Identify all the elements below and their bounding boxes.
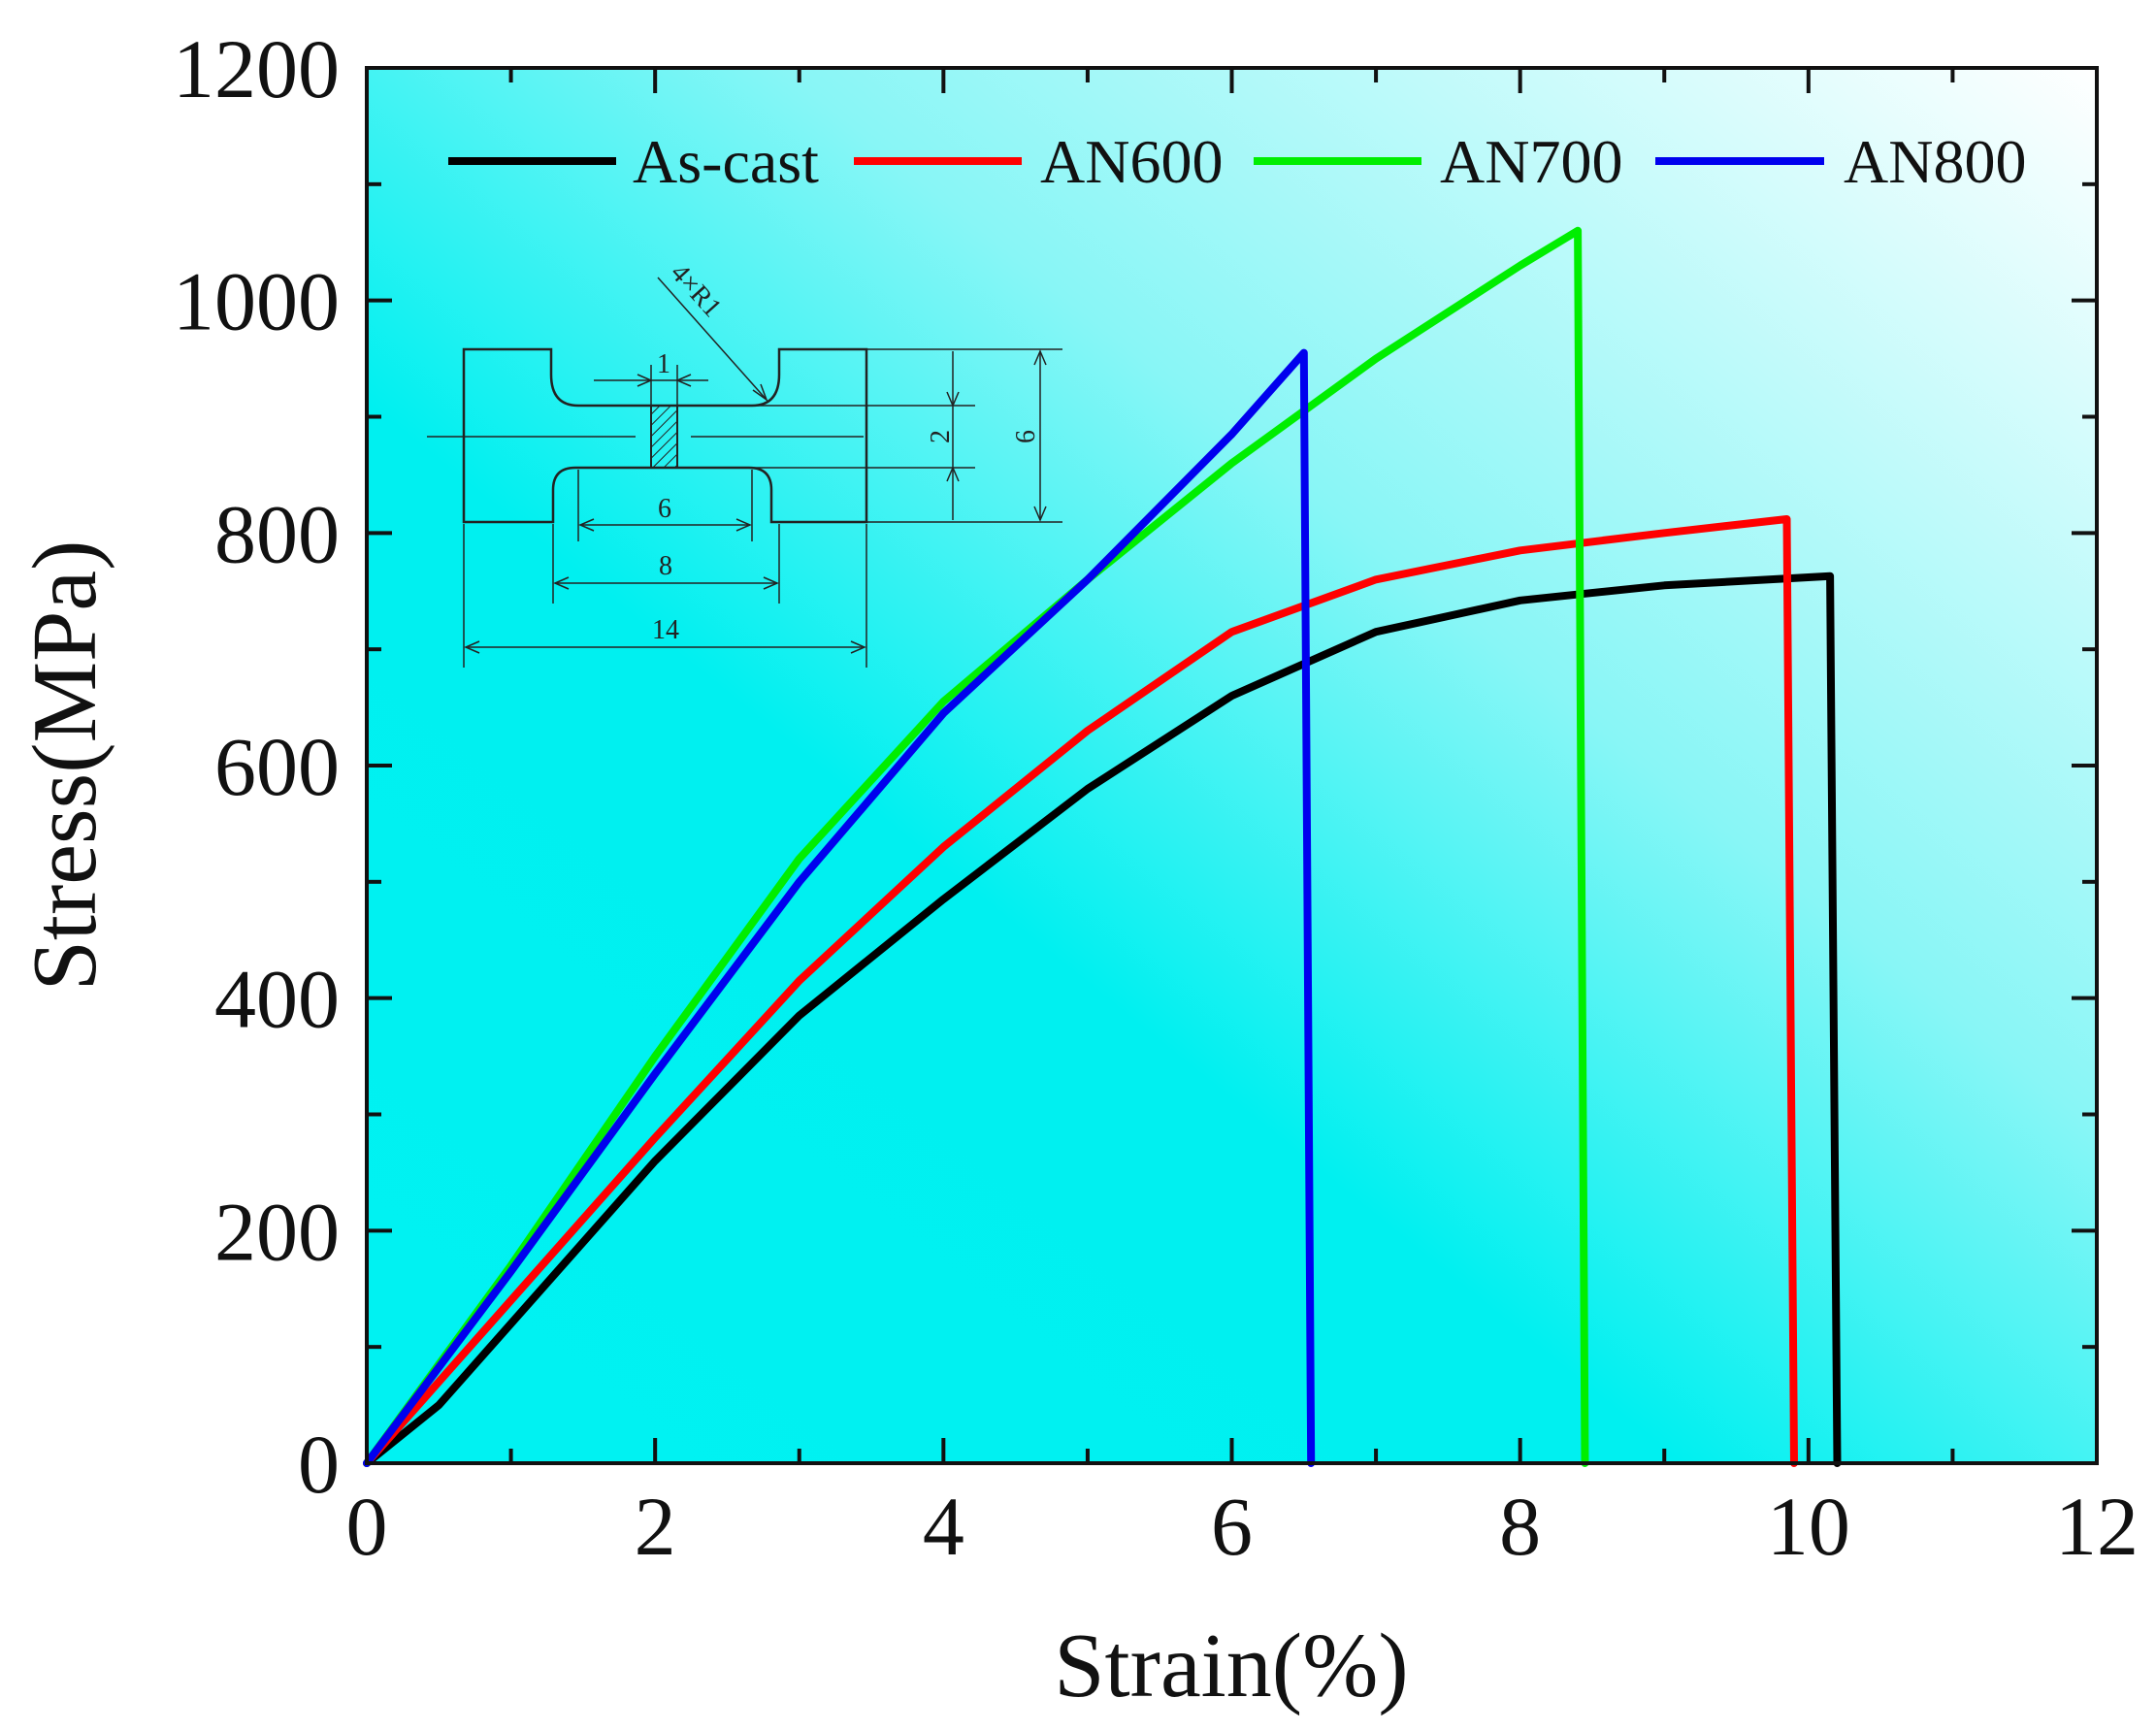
y-tick-label: 0 [298, 1418, 340, 1511]
x-tick-label: 12 [2055, 1480, 2139, 1573]
inset-label-gauge-height: 2 [926, 430, 956, 443]
plot-area [367, 68, 2097, 1463]
inset-label-total-height: 6 [1011, 430, 1041, 443]
y-tick-label: 200 [214, 1185, 340, 1278]
inset-label-gauge-width: 1 [657, 349, 670, 379]
x-tick-label: 0 [346, 1480, 388, 1573]
legend-label-an600: AN600 [1040, 127, 1223, 196]
series-line-an800 [363, 348, 1316, 1467]
x-tick-label: 8 [1499, 1480, 1541, 1573]
legend-label-an800: AN800 [1844, 127, 2026, 196]
x-tick-label: 6 [1211, 1480, 1253, 1573]
inset-label-total-length: 14 [652, 615, 679, 645]
series-line-as-cast [363, 572, 1842, 1467]
series-line-an600 [363, 515, 1798, 1467]
inset-label-gauge-length: 6 [658, 494, 671, 524]
radius-leader [657, 277, 768, 401]
dimension-arrow [553, 576, 779, 590]
y-tick-label: 800 [214, 487, 340, 580]
y-tick-label: 1200 [173, 22, 340, 115]
inset-label-shoulder-length: 8 [659, 551, 672, 581]
curves-layer [363, 226, 1842, 1467]
ticks-layer [365, 66, 2099, 1465]
y-tick-labels: 0 200 400 600 800 1000 1200 [173, 22, 340, 1511]
legend-label-as-cast: As-cast [633, 127, 819, 196]
y-tick-label: 400 [214, 953, 340, 1046]
x-tick-labels: 0 2 4 6 8 10 12 [346, 1480, 2140, 1573]
y-tick-label: 600 [214, 720, 340, 813]
x-axis-title: Strain(%) [1054, 1616, 1408, 1716]
dimension-arrow [464, 640, 866, 654]
x-tick-label: 10 [1767, 1480, 1850, 1573]
inset-labels: 4×R1 1 2 6 6 8 14 [652, 258, 1041, 645]
specimen-inset [427, 277, 1062, 668]
gauge-hatch [650, 405, 678, 469]
dimension-arrow [1033, 349, 1047, 522]
y-tick-label: 1000 [173, 255, 340, 348]
x-tick-label: 2 [635, 1480, 676, 1573]
dimension-arrow [578, 518, 752, 532]
legend: As-cast AN600 AN700 AN800 [448, 127, 2026, 196]
legend-label-an700: AN700 [1440, 127, 1622, 196]
dimension-arrow [752, 383, 768, 403]
y-axis-title: Stress(MPa) [15, 540, 115, 992]
x-tick-label: 4 [923, 1480, 964, 1573]
dimension-arrow [946, 391, 960, 482]
